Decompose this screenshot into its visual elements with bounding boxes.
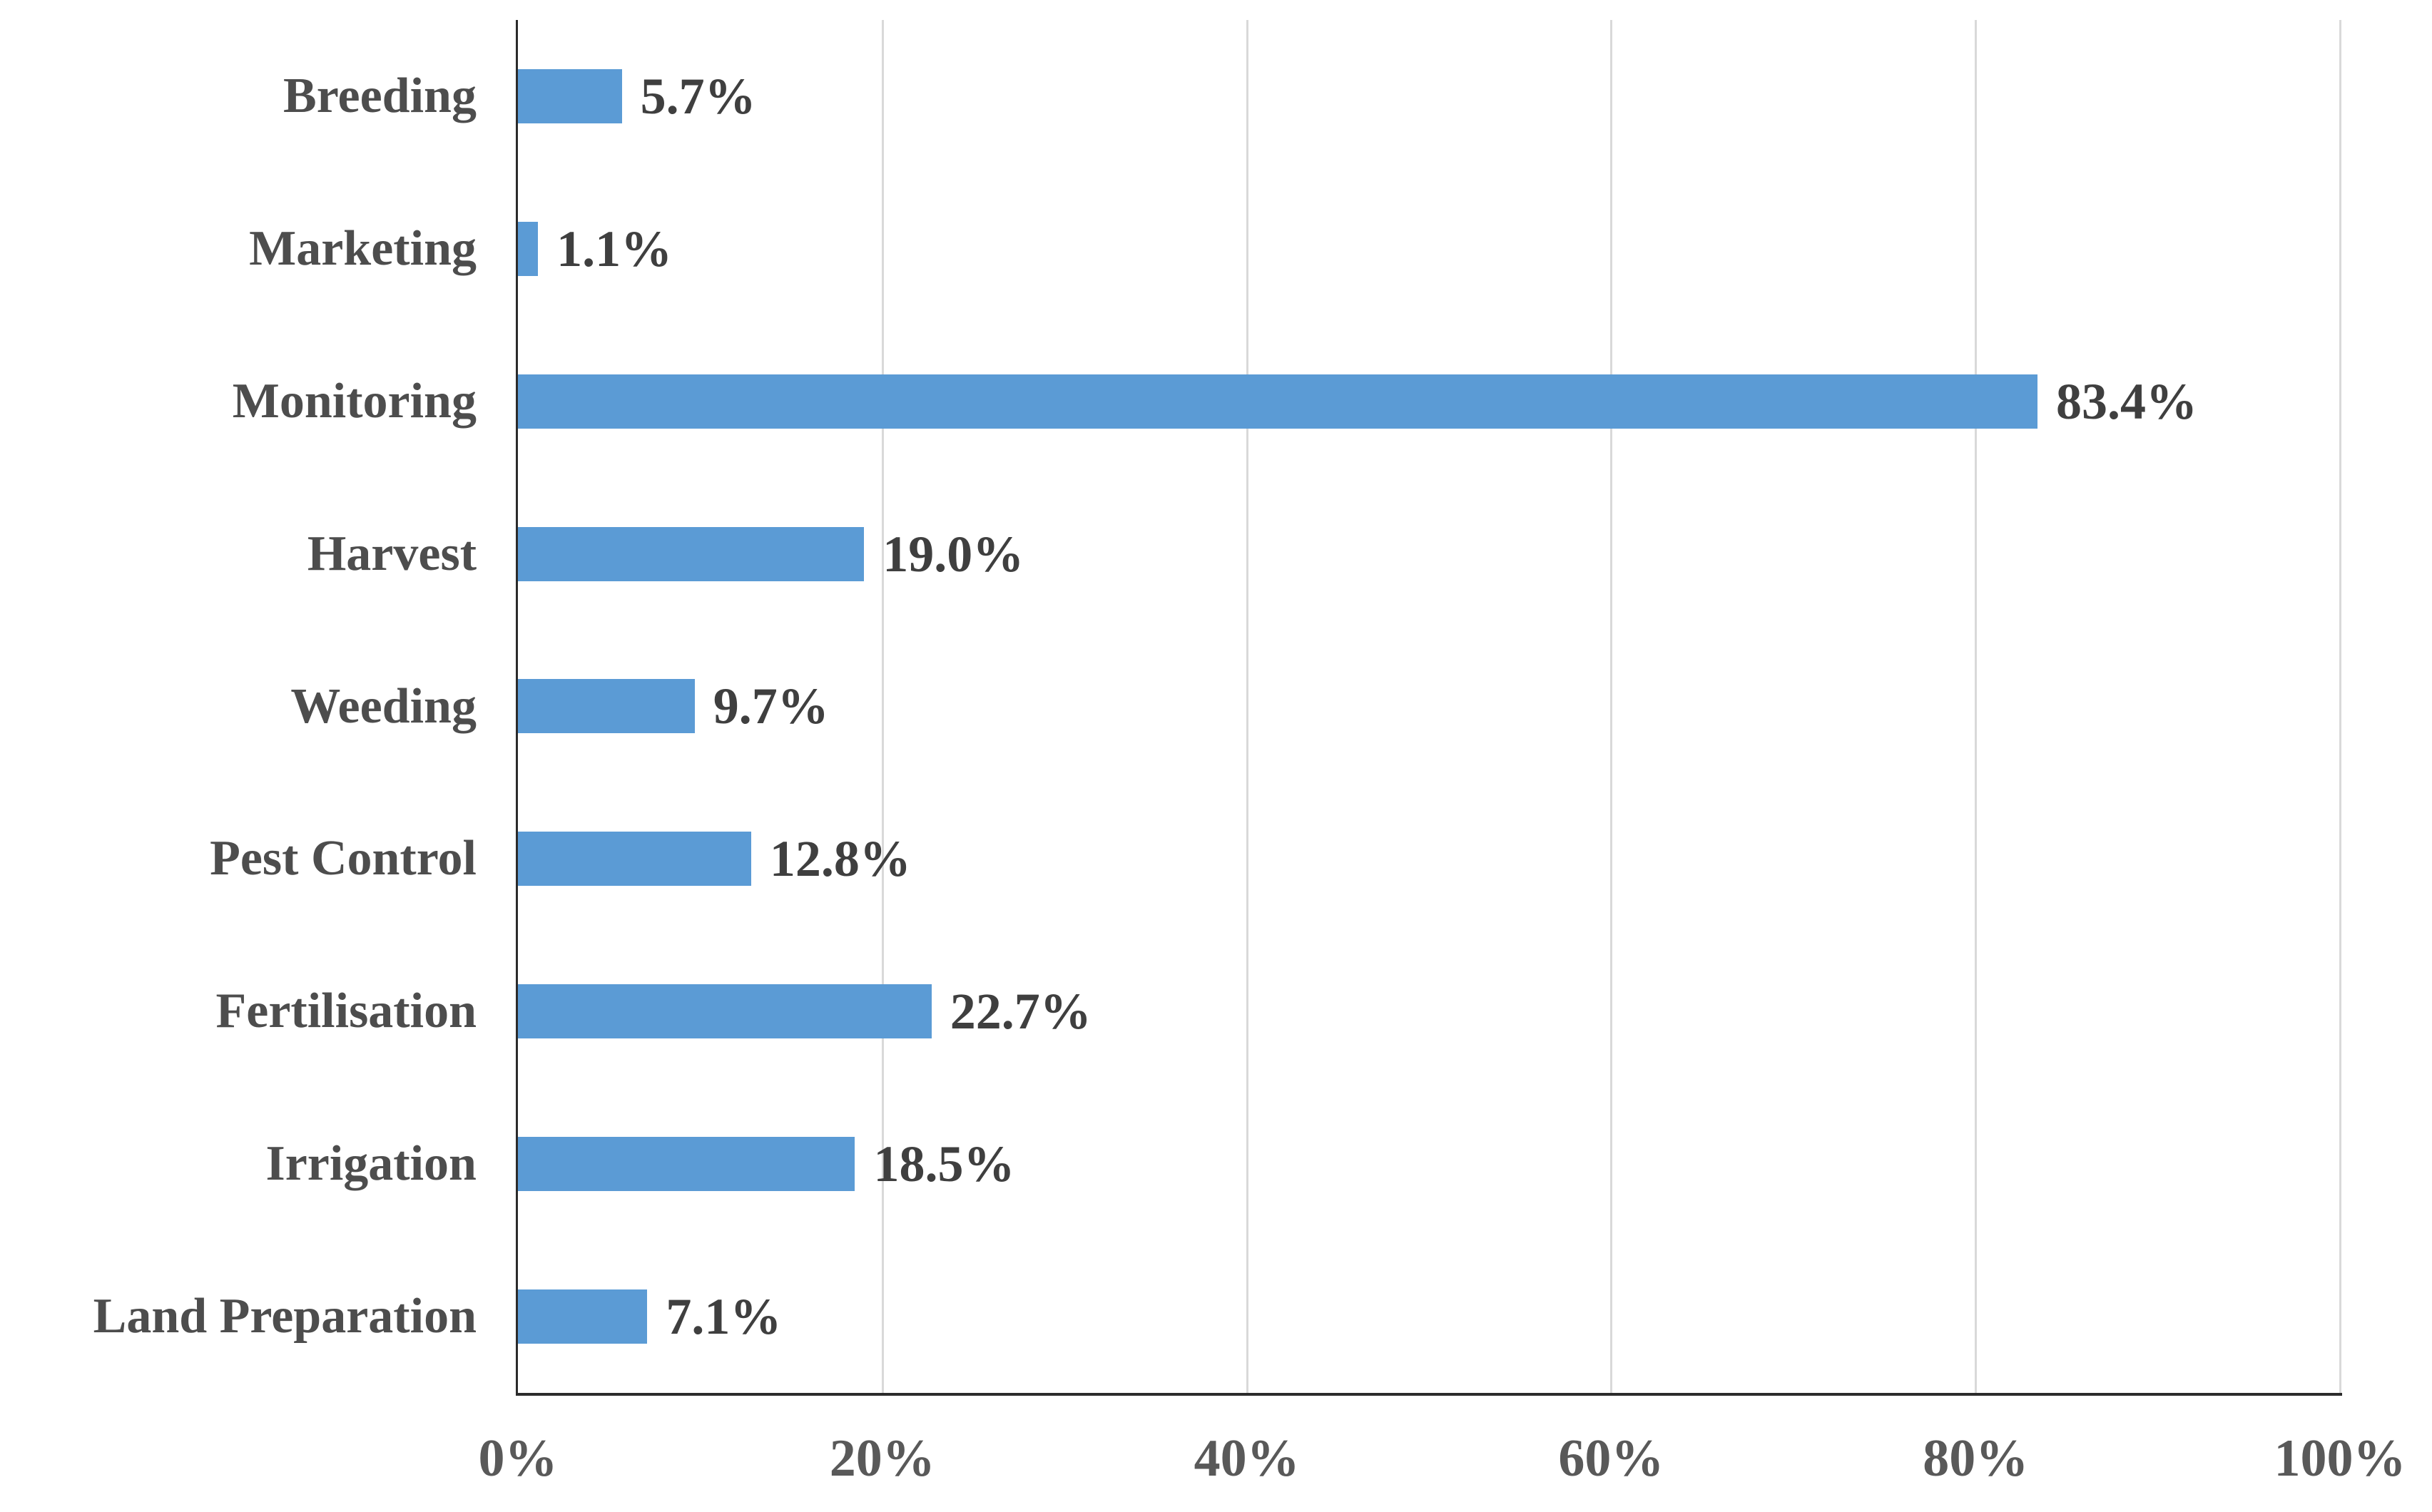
bar bbox=[518, 526, 865, 581]
bar-row: 19.0% bbox=[518, 478, 2340, 630]
value-label: 5.7% bbox=[640, 67, 756, 125]
value-label: 7.1% bbox=[666, 1287, 782, 1345]
category-label: Pest Control bbox=[210, 831, 477, 887]
x-axis-tick-label: 20% bbox=[829, 1429, 935, 1488]
category-label: Monitoring bbox=[232, 373, 477, 429]
plot-area: 5.7% 1.1% 83.4% 19.0% 9.7% 12.8% 22.7% bbox=[518, 20, 2341, 1393]
category-label: Land Preparation bbox=[93, 1289, 477, 1344]
gridline bbox=[881, 20, 884, 1393]
bar bbox=[518, 1289, 648, 1344]
x-axis-tick-label: 0% bbox=[478, 1429, 558, 1488]
category-label: Irrigation bbox=[265, 1136, 477, 1192]
bar-row: 83.4% bbox=[518, 325, 2340, 478]
category-label: Breeding bbox=[283, 68, 477, 123]
bar bbox=[518, 679, 695, 734]
bar-row: 9.7% bbox=[518, 630, 2340, 783]
value-label: 22.7% bbox=[950, 983, 1092, 1041]
value-label: 1.1% bbox=[556, 220, 673, 277]
category-label: Fertilisation bbox=[215, 984, 477, 1039]
bar-row: 5.7% bbox=[518, 20, 2340, 173]
bar-row: 1.1% bbox=[518, 173, 2340, 325]
gridline bbox=[1610, 20, 1613, 1393]
category-label: Marketing bbox=[249, 220, 477, 276]
value-label: 9.7% bbox=[713, 678, 829, 735]
value-label: 83.4% bbox=[2056, 372, 2198, 430]
x-axis-tick-label: 80% bbox=[1923, 1429, 2029, 1488]
category-label: Weeding bbox=[290, 678, 477, 734]
bar-row: 7.1% bbox=[518, 1240, 2340, 1393]
bar bbox=[518, 984, 932, 1039]
x-axis-tick-label: 60% bbox=[1558, 1429, 1664, 1488]
value-label: 12.8% bbox=[769, 830, 911, 888]
bar bbox=[518, 68, 622, 123]
bar bbox=[518, 221, 539, 276]
gridline bbox=[2339, 20, 2341, 1393]
gridline bbox=[1975, 20, 1978, 1393]
bar bbox=[518, 374, 2038, 429]
gridline bbox=[1246, 20, 1248, 1393]
bar-row: 12.8% bbox=[518, 782, 2340, 935]
bar-row: 22.7% bbox=[518, 935, 2340, 1088]
x-axis-tick-label: 40% bbox=[1194, 1429, 1300, 1488]
category-label: Harvest bbox=[307, 526, 477, 581]
bar-row: 18.5% bbox=[518, 1088, 2340, 1240]
x-axis-tick-labels: 0% 20% 40% 60% 80% 100% bbox=[479, 1429, 2406, 1503]
y-axis-category-labels: Breeding Marketing Monitoring Harvest We… bbox=[0, 20, 516, 1393]
value-label: 18.5% bbox=[873, 1135, 1015, 1193]
y-axis-line bbox=[516, 20, 518, 1396]
x-axis-tick-label: 100% bbox=[2274, 1429, 2406, 1488]
value-label: 19.0% bbox=[882, 525, 1024, 583]
bar bbox=[518, 832, 751, 887]
x-axis-line bbox=[516, 1393, 2342, 1396]
bar bbox=[518, 1137, 855, 1192]
